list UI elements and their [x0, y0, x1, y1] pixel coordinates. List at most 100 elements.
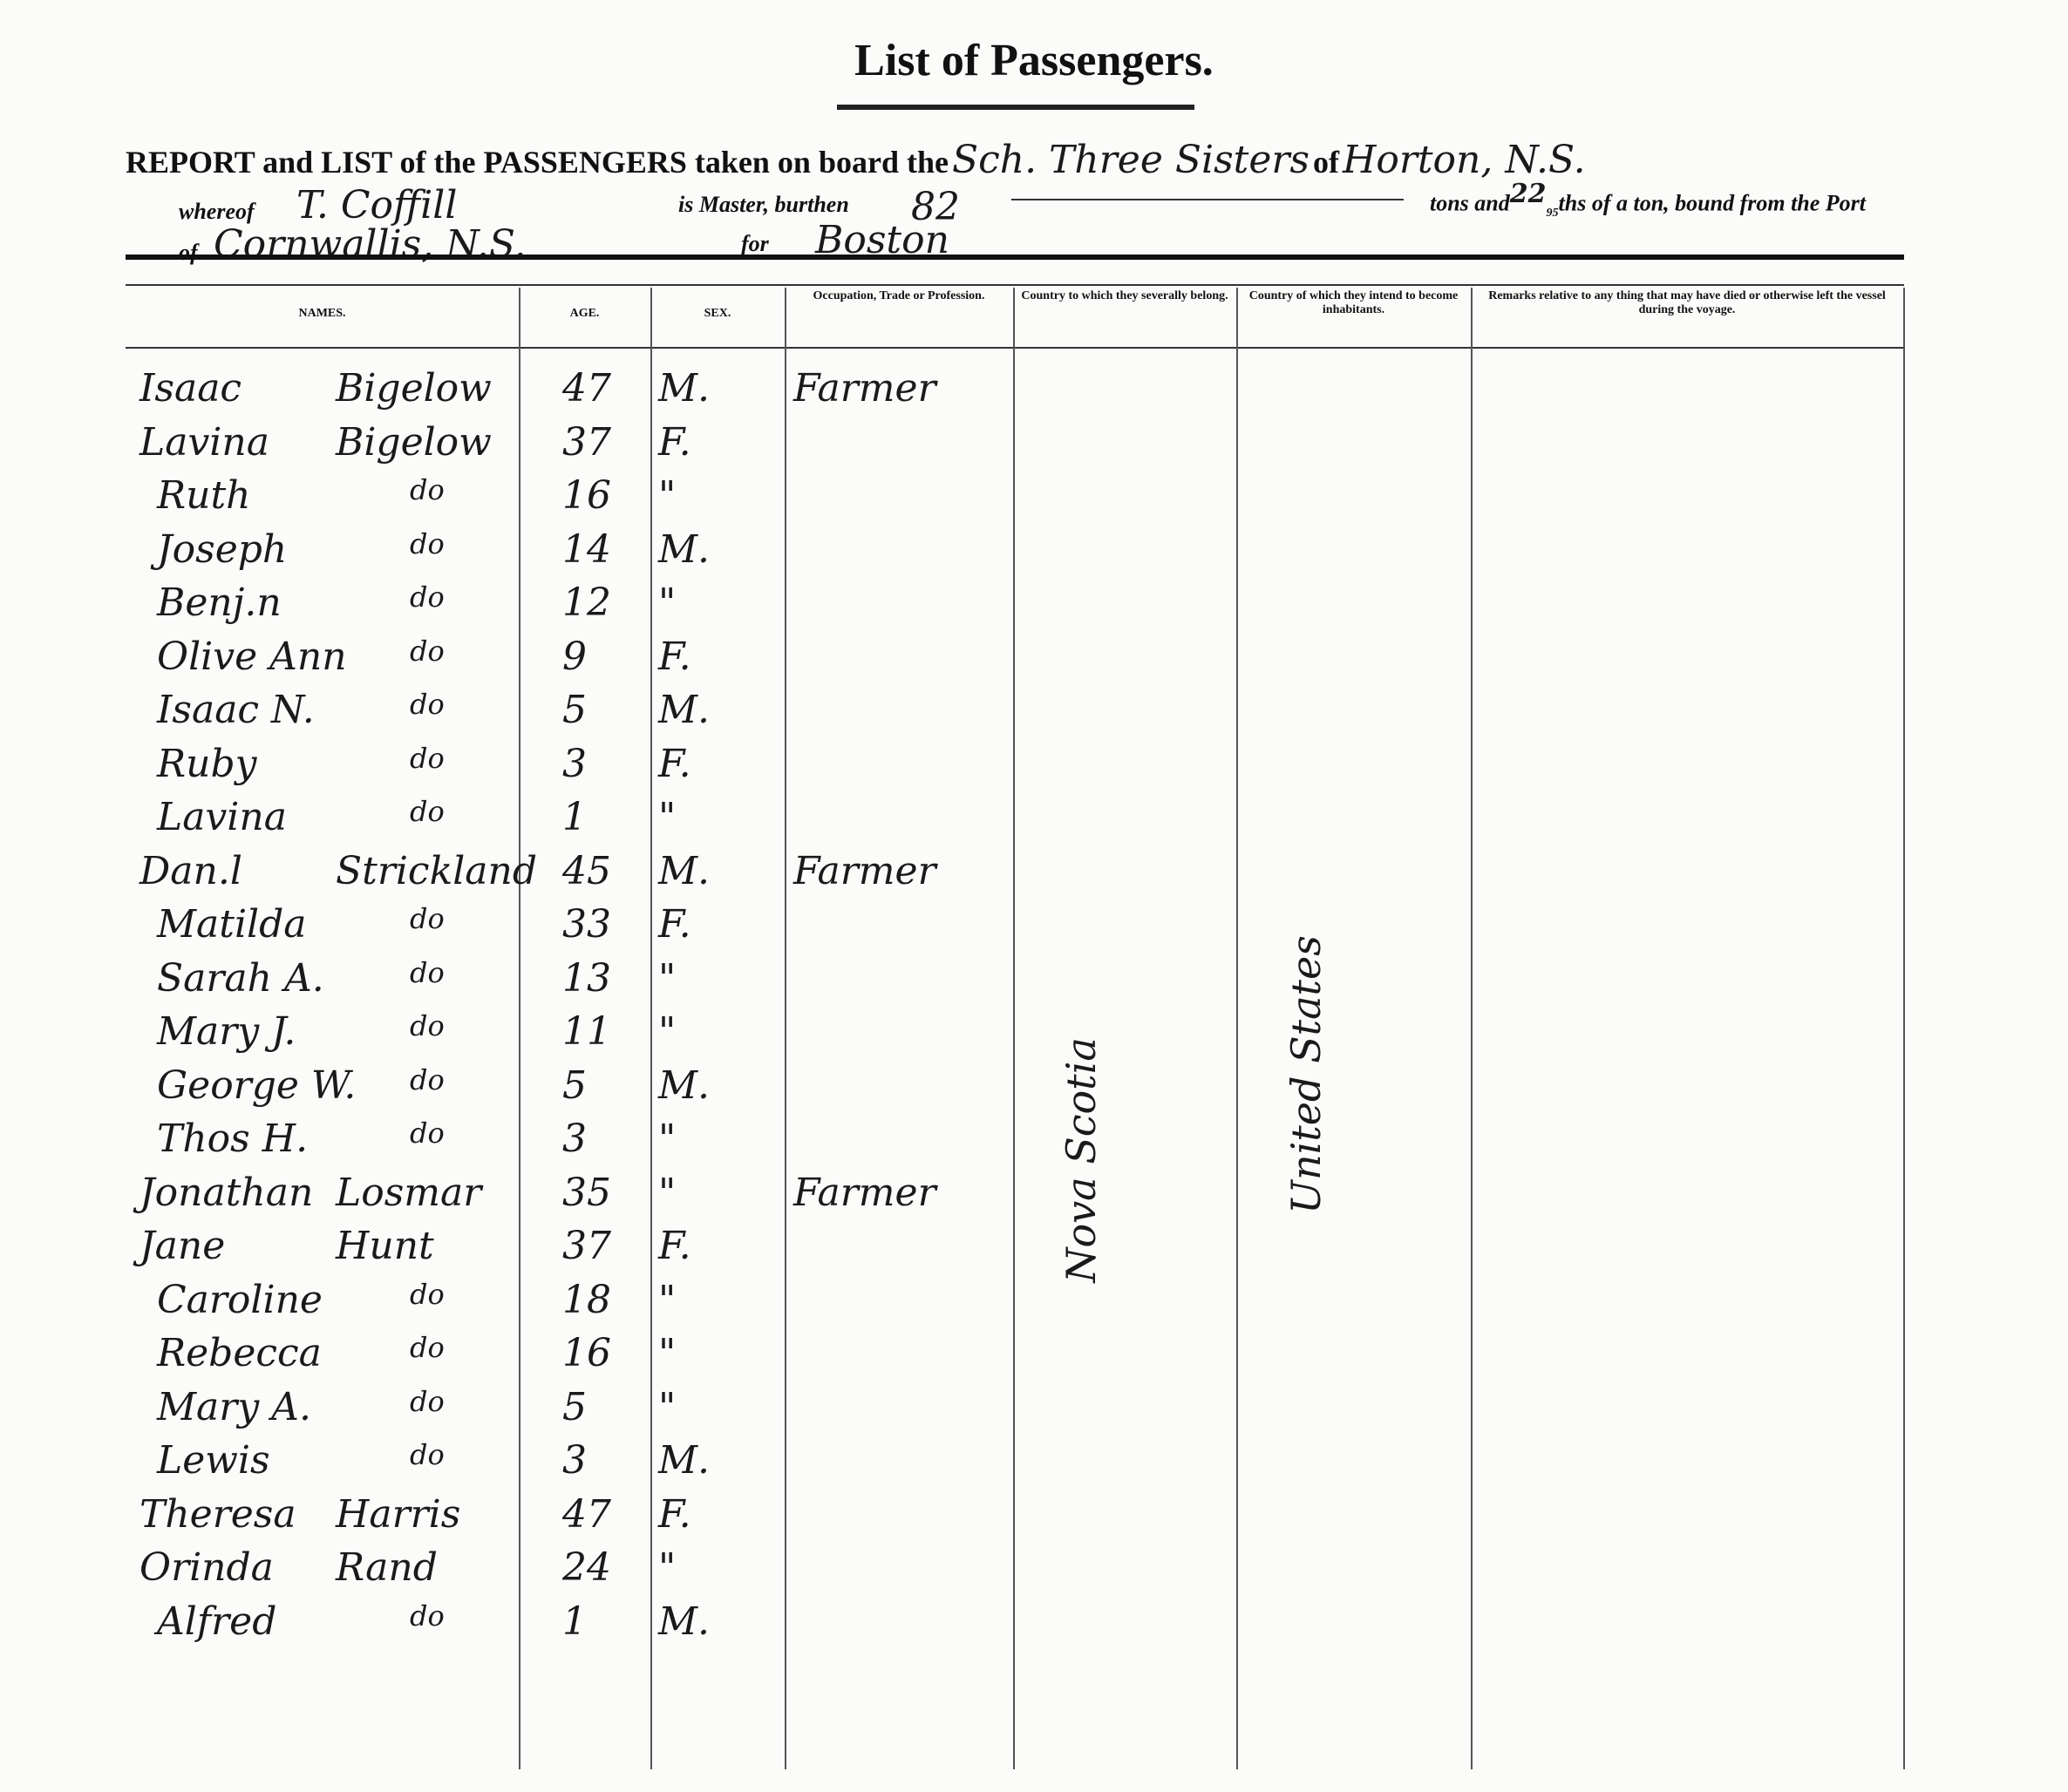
home-port: Horton, N.S.	[1342, 138, 1586, 182]
fraction-denominator: 95	[1546, 206, 1559, 220]
sex: "	[658, 1170, 677, 1215]
passenger-surname: Bigelow	[336, 419, 492, 465]
age: 47	[562, 1491, 611, 1537]
passenger-name: Isaac N.	[157, 688, 315, 732]
from-port: Cornwallis, N.S.	[214, 222, 527, 267]
age: 5	[562, 1062, 587, 1108]
age: 37	[562, 1224, 611, 1268]
occupation: Farmer	[793, 848, 936, 893]
ditto-mark: do	[410, 1062, 445, 1096]
passenger-surname: Hunt	[336, 1224, 434, 1268]
ditto-mark: do	[410, 1438, 445, 1471]
sex: M.	[658, 848, 711, 893]
column-header: Remarks relative to any thing that may h…	[1488, 289, 1886, 316]
column-header: Country of which they intend to become i…	[1248, 289, 1459, 316]
passenger-name: Jonathan	[139, 1170, 314, 1215]
passenger-name: Dan.l	[139, 848, 242, 893]
age: 11	[562, 1009, 611, 1054]
ditto-mark: do	[410, 1331, 445, 1364]
tons: 82	[911, 185, 960, 229]
sex: M.	[658, 526, 711, 572]
sex: F.	[658, 1491, 691, 1537]
column-header: NAMES.	[298, 307, 346, 320]
report-line: REPORT and LIST of the PASSENGERS taken …	[126, 138, 1586, 182]
passenger-name: Ruth	[157, 473, 251, 518]
sex: "	[658, 1009, 677, 1054]
age: 33	[562, 902, 611, 947]
table-header-rule	[126, 347, 1904, 349]
sex: M.	[658, 688, 711, 732]
tons-rule	[1011, 199, 1404, 200]
column-rule	[519, 288, 520, 1769]
port-of: of	[179, 240, 198, 265]
age: 14	[562, 526, 611, 572]
ditto-mark: do	[410, 795, 445, 828]
age: 3	[562, 741, 587, 786]
age: 24	[562, 1545, 611, 1590]
passenger-name: Caroline	[157, 1277, 323, 1322]
passenger-name: Isaac	[139, 366, 242, 411]
tons-and: tons and	[1430, 190, 1510, 216]
ditto-mark: do	[410, 1384, 445, 1418]
column-header: AGE.	[569, 307, 600, 320]
whereof: whereof	[179, 199, 255, 224]
age: 5	[562, 688, 587, 732]
column-rule	[650, 288, 652, 1769]
passenger-name: Rebecca	[157, 1331, 322, 1375]
master-rest: tons and2295ths of a ton, bound from the…	[1430, 179, 1866, 221]
passenger-name: Joseph	[157, 526, 288, 572]
age: 12	[562, 580, 611, 625]
country-intend: United States	[1282, 935, 1330, 1214]
passenger-name: Lavina	[157, 795, 287, 839]
sex: "	[658, 1384, 677, 1429]
sex: "	[658, 1277, 677, 1322]
sex: M.	[658, 1438, 711, 1483]
occupation: Farmer	[793, 1170, 936, 1215]
ditto-mark: do	[410, 741, 445, 775]
ditto-mark: do	[410, 580, 445, 614]
sex: F.	[658, 741, 691, 786]
ditto-mark: do	[410, 1117, 445, 1150]
age: 1	[562, 795, 587, 839]
sex: "	[658, 795, 677, 839]
sex: F.	[658, 902, 691, 947]
age: 1	[562, 1599, 587, 1644]
master: T. Coffill	[296, 183, 458, 227]
sex: F.	[658, 634, 691, 679]
passenger-name: Lavina	[139, 419, 269, 465]
country-belong: Nova Scotia	[1058, 1037, 1105, 1283]
passenger-name: Orinda	[139, 1545, 274, 1590]
passenger-name: Olive Ann	[157, 634, 347, 679]
age: 37	[562, 419, 611, 465]
age: 5	[562, 1384, 587, 1429]
for: for	[741, 231, 769, 256]
sex: F.	[658, 419, 691, 465]
vessel: Sch. Three Sisters	[951, 138, 1310, 182]
table-top-rule	[126, 284, 1904, 286]
sex: M.	[658, 366, 711, 411]
age: 3	[562, 1117, 587, 1161]
sex: M.	[658, 1062, 711, 1108]
of: of	[1312, 145, 1339, 180]
ditto-mark: do	[410, 1599, 445, 1632]
passenger-name: Matilda	[157, 902, 307, 947]
sex: M.	[658, 1599, 711, 1644]
sex: "	[658, 580, 677, 625]
age: 35	[562, 1170, 611, 1215]
passenger-surname: Harris	[336, 1491, 461, 1537]
column-rule	[1903, 288, 1905, 1769]
sex: "	[658, 473, 677, 518]
header-rule	[126, 255, 1904, 260]
passenger-name: Ruby	[157, 741, 257, 786]
column-rule	[1471, 288, 1473, 1769]
ditto-mark: do	[410, 902, 445, 935]
sex: "	[658, 955, 677, 1001]
ditto-mark: do	[410, 634, 445, 668]
title-rule	[837, 105, 1194, 110]
column-header: Country to which they severally belong.	[1021, 289, 1228, 302]
age: 16	[562, 473, 611, 518]
age: 13	[562, 955, 611, 1001]
fraction-numerator: 22	[1509, 179, 1547, 209]
sex: "	[658, 1117, 677, 1161]
